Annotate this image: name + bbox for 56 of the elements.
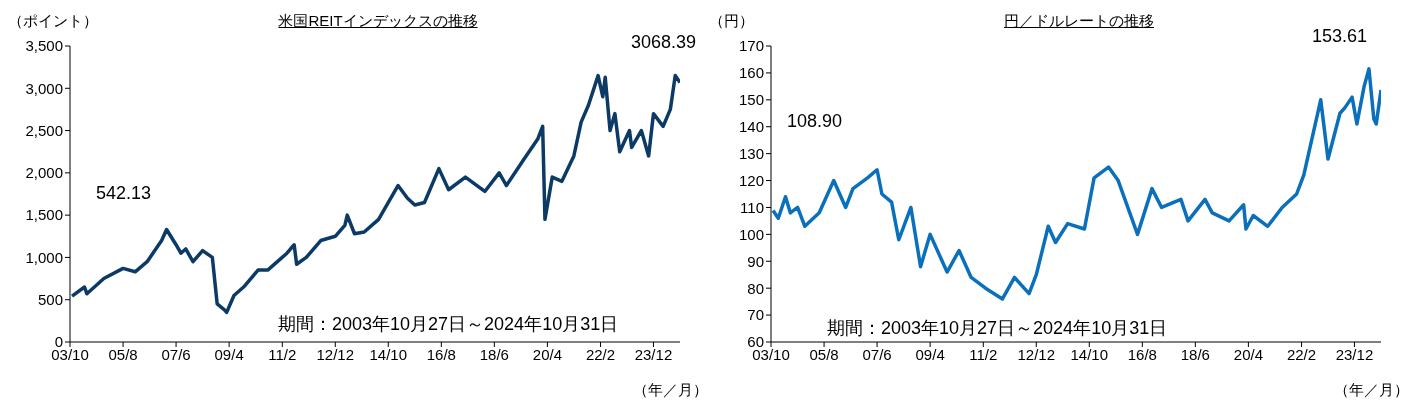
y-tick-label: 0 xyxy=(54,333,63,351)
x-tick-label: 22/2 xyxy=(1286,345,1317,363)
y-tick-label: 120 xyxy=(738,171,764,189)
x-tick-label: 16/8 xyxy=(426,345,456,363)
x-tick-label: 16/8 xyxy=(1127,345,1157,363)
annotation: 期間：2003年10月27日～2024年10月31日 xyxy=(827,317,1168,340)
y-tick-label: 1,500 xyxy=(25,206,63,224)
y-tick-label: 160 xyxy=(738,64,764,82)
y-tick-label: 500 xyxy=(37,291,63,309)
y-tick-label: 140 xyxy=(738,118,764,136)
line-series xyxy=(70,73,680,315)
y-tick-label: 90 xyxy=(747,252,764,270)
x-tick-label: 11/2 xyxy=(268,345,297,363)
annotation: 542.13 xyxy=(96,183,152,204)
x-tick-label: 11/2 xyxy=(969,345,998,363)
text: 153.61 xyxy=(1311,26,1367,47)
y-tick-label: 170 xyxy=(738,37,764,55)
y-tick-label: 60 xyxy=(747,333,764,351)
x-tick-label: 18/6 xyxy=(1180,345,1210,363)
x-tick-label: 23/12 xyxy=(1335,345,1374,363)
chart-title: 円／ドルレートの推移 xyxy=(1004,12,1154,29)
y-tick-label: 1,000 xyxy=(25,248,63,266)
chart-title: 米国REITインデックスの推移 xyxy=(278,12,478,29)
x-tick-label: 22/2 xyxy=(585,345,616,363)
y-tick-label: 110 xyxy=(740,198,764,216)
x-tick-label: 07/6 xyxy=(862,345,892,363)
y-tick-label: 70 xyxy=(747,306,764,324)
y-tick-label: 130 xyxy=(738,144,764,162)
x-tick-label: 18/6 xyxy=(479,345,509,363)
y-axis-title: （ポイント） xyxy=(8,12,98,31)
annotation: 108.90 xyxy=(787,111,843,132)
y-tick-label: 2,500 xyxy=(25,121,63,139)
y-tick-label: 2,000 xyxy=(25,164,63,182)
x-tick-label: 12/12 xyxy=(1017,345,1056,363)
y-tick-label: 150 xyxy=(738,91,764,109)
y-tick-label: 3,000 xyxy=(25,79,63,97)
x-tick-label: 20/4 xyxy=(532,345,562,363)
x-tick-label: 23/12 xyxy=(634,345,673,363)
y-tick-label: 80 xyxy=(747,279,764,297)
x-tick-label: 05/8 xyxy=(809,345,839,363)
line-series xyxy=(771,67,1381,301)
x-tick-label: 14/10 xyxy=(1070,345,1109,363)
annotation: 期間：2003年10月27日～2024年10月31日 xyxy=(278,313,619,336)
y-tick-label: 3,500 xyxy=(25,37,63,55)
y-tick-label: 100 xyxy=(738,225,764,243)
x-tick-label: 09/4 xyxy=(915,345,945,363)
x-tick-label: 12/12 xyxy=(316,345,355,363)
x-tick-label: 05/8 xyxy=(108,345,138,363)
x-axis-title: （年／月） xyxy=(1334,381,1409,400)
y-axis-title: （円） xyxy=(709,12,754,31)
x-tick-label: 20/4 xyxy=(1233,345,1263,363)
x-tick-label: 14/10 xyxy=(369,345,408,363)
x-tick-label: 09/4 xyxy=(214,345,244,363)
x-axis-title: （年／月） xyxy=(633,381,708,400)
annotation: 3068.39 xyxy=(630,32,696,53)
x-tick-label: 07/6 xyxy=(161,345,191,363)
